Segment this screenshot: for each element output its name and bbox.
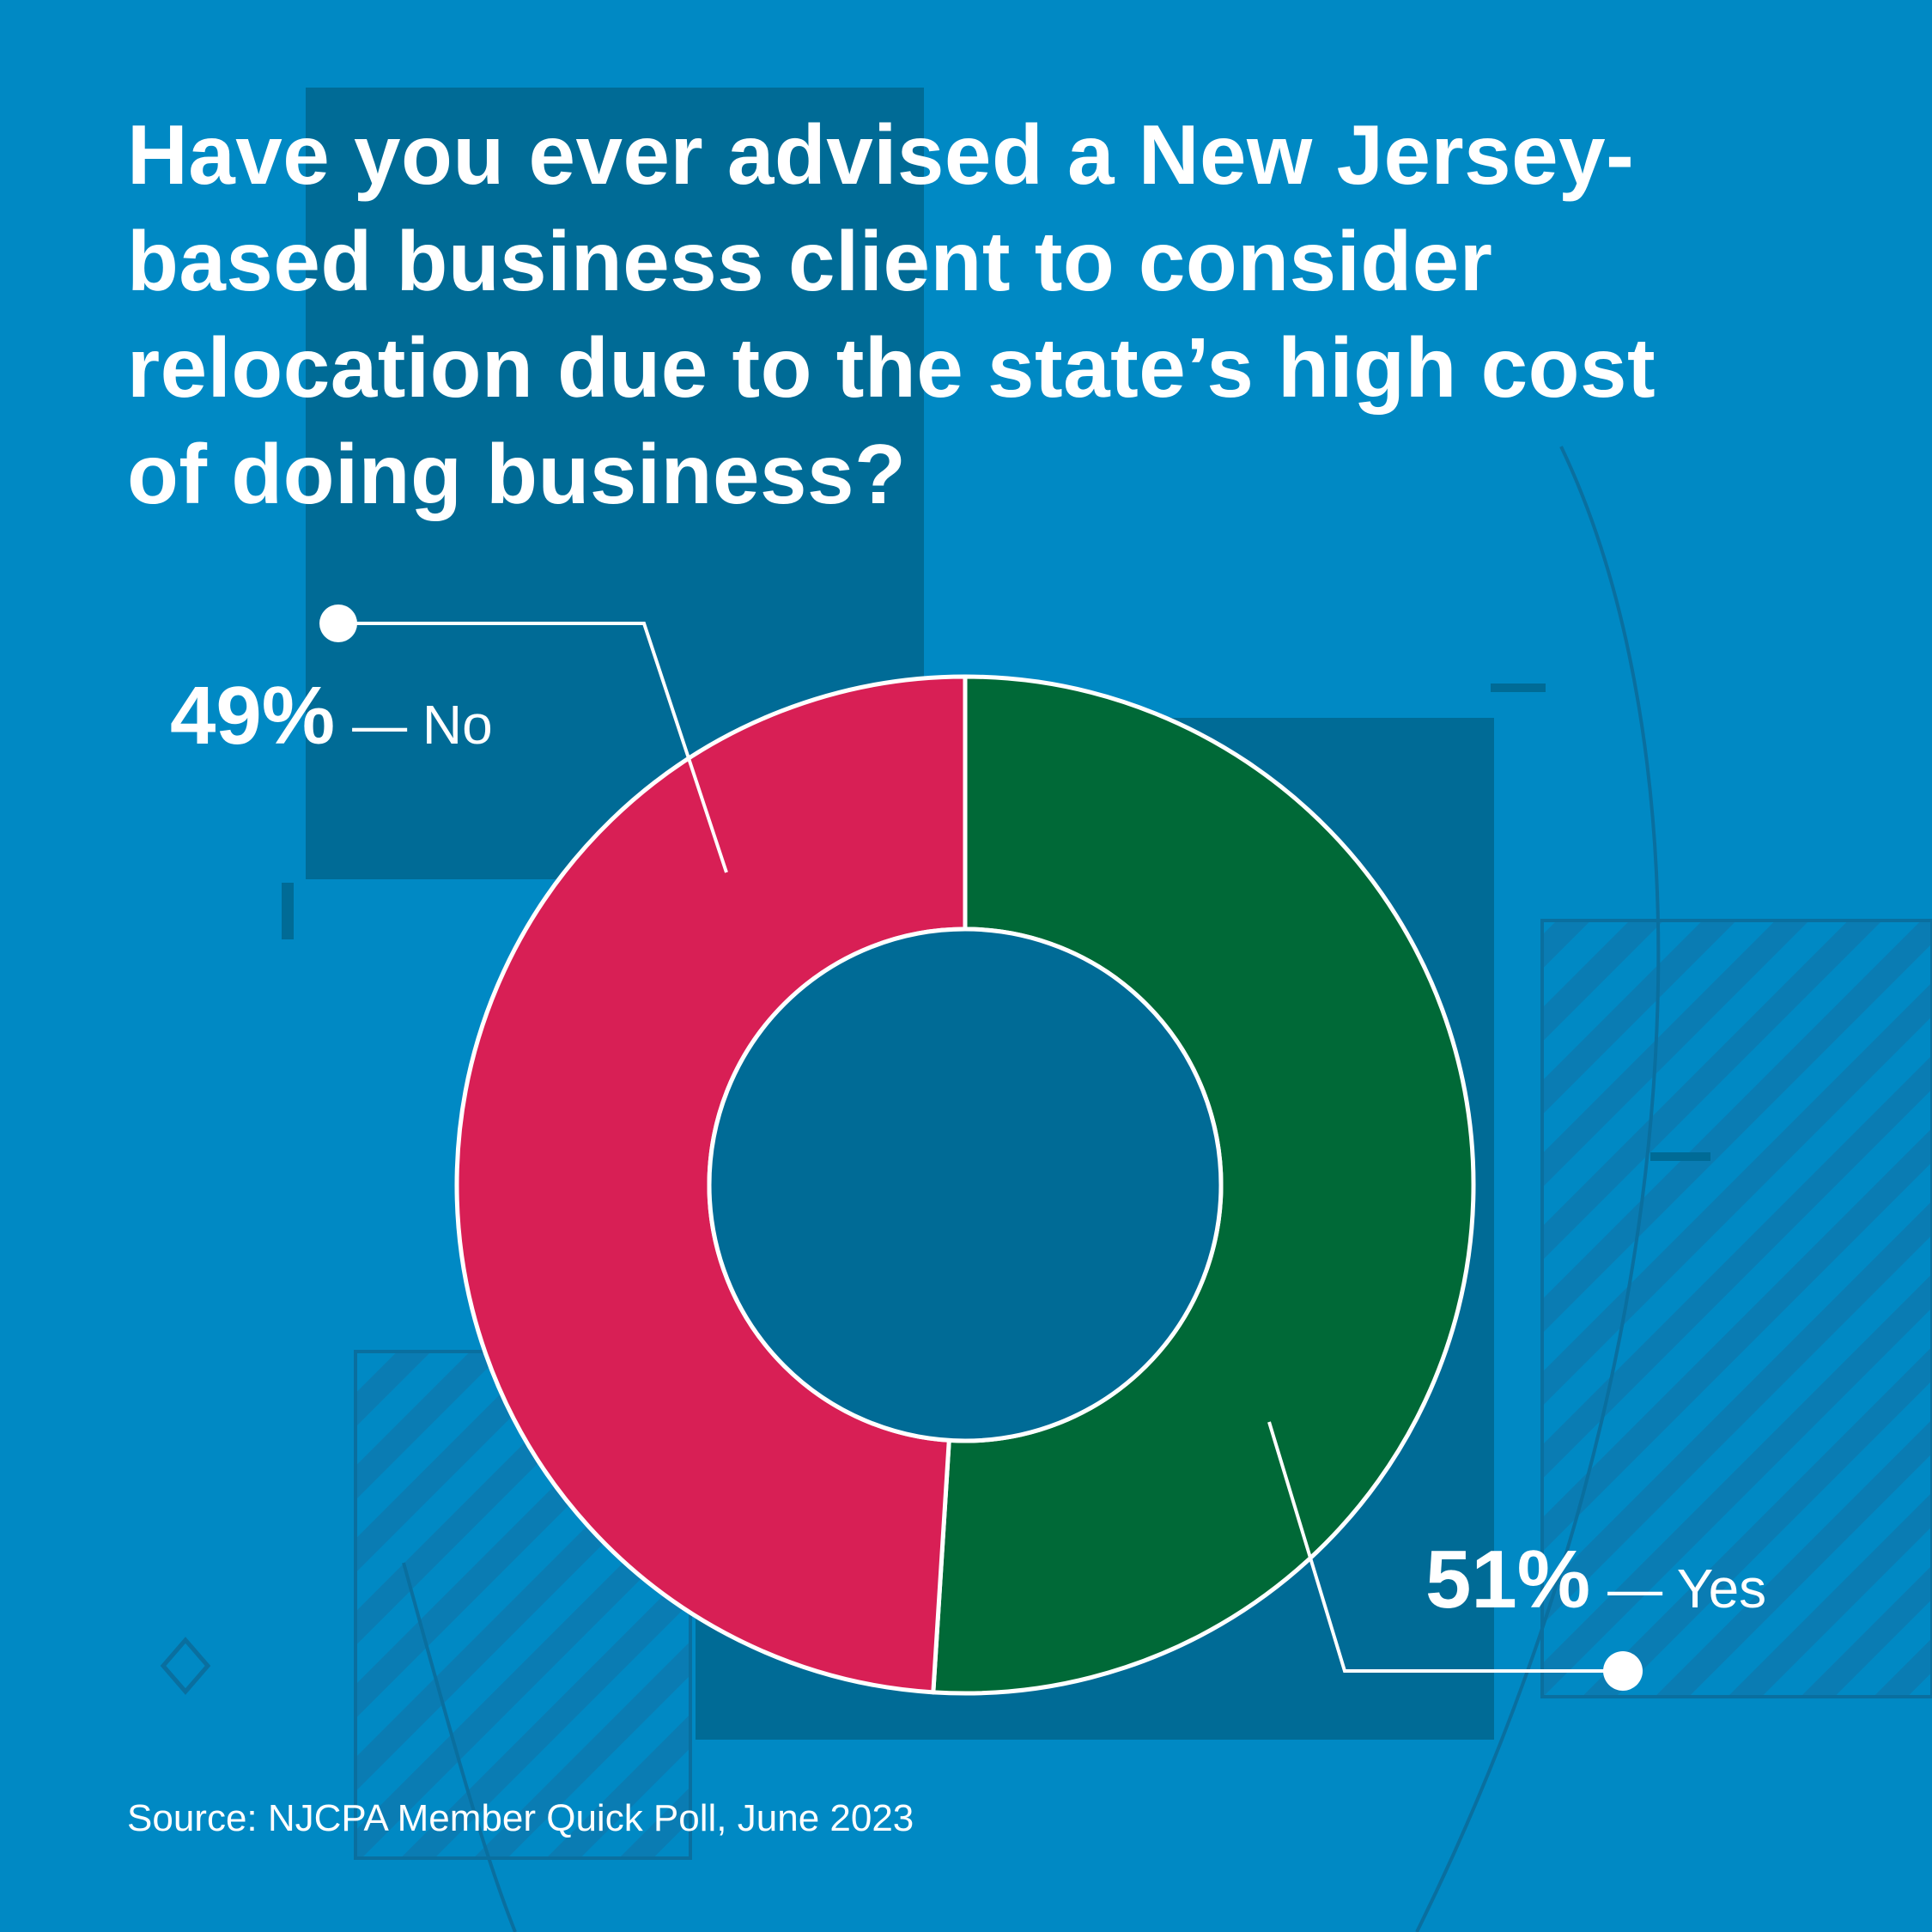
title-line-3: relocation due to the state’s high cost (127, 320, 1656, 415)
data-label-yes: 51% — Yes (1425, 1539, 1767, 1623)
bg-tick-2 (1491, 683, 1546, 692)
leader-dot-yes (1603, 1651, 1643, 1691)
data-label-yes-text: — Yes (1607, 1558, 1767, 1619)
bg-tick-4 (282, 883, 294, 939)
data-label-no: 49% — No (170, 675, 493, 759)
callout-yes (1267, 1421, 1643, 1691)
leader-line-no (338, 622, 728, 873)
bg-tick-1 (685, 611, 733, 623)
chart-title: Have you ever advised a New Jersey- base… (127, 101, 1759, 527)
title-line-2: based business client to consider (127, 214, 1493, 308)
donut-chart (454, 674, 1476, 1696)
bg-arc-right (1415, 446, 1661, 1932)
bg-hatch-right (1540, 919, 1932, 1698)
data-label-no-text: — No (352, 694, 493, 756)
title-line-1: Have you ever advised a New Jersey- (127, 107, 1635, 202)
bg-arc-left (402, 1562, 517, 1932)
leader-dot-no (319, 605, 357, 642)
leader-line-yes (1267, 1421, 1623, 1673)
bg-tick-3 (1650, 1152, 1710, 1161)
title-line-4: of doing business? (127, 427, 907, 521)
data-label-yes-percent: 51% (1425, 1534, 1591, 1625)
data-label-no-percent: 49% (170, 670, 336, 762)
donut-center (707, 927, 1224, 1443)
source-note: Source: NJCPA Member Quick Poll, June 20… (127, 1797, 914, 1839)
bg-diamond (160, 1637, 211, 1695)
callout-no (319, 605, 728, 873)
